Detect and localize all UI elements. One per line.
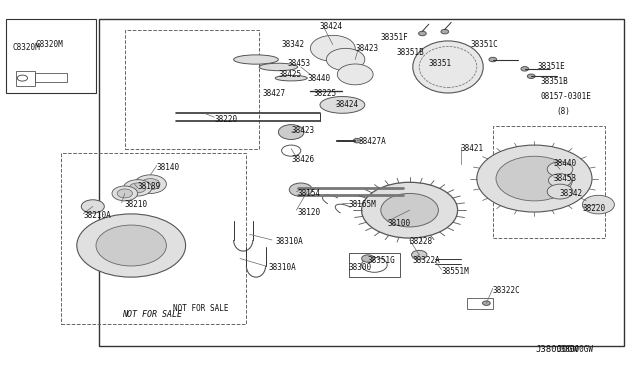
Circle shape bbox=[477, 145, 592, 212]
Circle shape bbox=[134, 175, 166, 193]
Text: 38220: 38220 bbox=[214, 115, 237, 124]
Text: 38351F: 38351F bbox=[381, 33, 408, 42]
Text: 38351C: 38351C bbox=[470, 40, 498, 49]
Circle shape bbox=[362, 182, 458, 238]
Circle shape bbox=[548, 174, 572, 187]
Text: 38453: 38453 bbox=[288, 59, 311, 68]
Circle shape bbox=[483, 301, 490, 305]
Circle shape bbox=[547, 162, 573, 177]
Text: 38310A: 38310A bbox=[269, 263, 296, 272]
Circle shape bbox=[353, 138, 361, 143]
Circle shape bbox=[381, 193, 438, 227]
Text: (8): (8) bbox=[557, 107, 571, 116]
Circle shape bbox=[441, 29, 449, 34]
Text: 38100: 38100 bbox=[387, 219, 410, 228]
Ellipse shape bbox=[320, 97, 365, 113]
Text: 38165M: 38165M bbox=[349, 200, 376, 209]
Circle shape bbox=[547, 184, 573, 199]
Bar bbox=[6, 19, 96, 93]
Text: C8320M: C8320M bbox=[13, 43, 40, 52]
Text: J38000GW: J38000GW bbox=[557, 345, 594, 354]
Text: 38440: 38440 bbox=[307, 74, 330, 83]
Text: 38140: 38140 bbox=[157, 163, 180, 172]
Text: J38000GW: J38000GW bbox=[535, 345, 579, 354]
Text: 38423: 38423 bbox=[355, 44, 378, 53]
Text: 38225: 38225 bbox=[314, 89, 337, 97]
Text: 38210: 38210 bbox=[125, 200, 148, 209]
Bar bbox=[493, 126, 605, 238]
Circle shape bbox=[96, 225, 166, 266]
Bar bbox=[61, 153, 246, 324]
Text: 38440: 38440 bbox=[554, 159, 577, 168]
Text: 38426: 38426 bbox=[291, 155, 314, 164]
Ellipse shape bbox=[275, 75, 307, 81]
Text: 38120: 38120 bbox=[298, 208, 321, 217]
Circle shape bbox=[81, 200, 104, 213]
Text: 38154: 38154 bbox=[298, 189, 321, 198]
Text: 38351: 38351 bbox=[429, 59, 452, 68]
Circle shape bbox=[124, 180, 152, 196]
Circle shape bbox=[278, 125, 304, 140]
Bar bbox=[467, 298, 493, 309]
Text: 08157-0301E: 08157-0301E bbox=[541, 92, 591, 101]
Text: 38228: 38228 bbox=[410, 237, 433, 246]
Text: 38189: 38189 bbox=[138, 182, 161, 190]
Text: 38322A: 38322A bbox=[413, 256, 440, 265]
Text: 38424: 38424 bbox=[336, 100, 359, 109]
Circle shape bbox=[489, 57, 497, 62]
Text: 38342: 38342 bbox=[282, 40, 305, 49]
Circle shape bbox=[289, 183, 312, 196]
Text: 38427: 38427 bbox=[262, 89, 285, 97]
Circle shape bbox=[412, 250, 427, 259]
Circle shape bbox=[141, 179, 160, 190]
Text: 38423: 38423 bbox=[291, 126, 314, 135]
Text: 38351B: 38351B bbox=[541, 77, 568, 86]
Circle shape bbox=[521, 67, 529, 71]
Text: 38424: 38424 bbox=[320, 22, 343, 31]
Circle shape bbox=[496, 156, 573, 201]
Circle shape bbox=[582, 195, 614, 214]
Ellipse shape bbox=[234, 55, 278, 64]
Text: 38322C: 38322C bbox=[493, 286, 520, 295]
Circle shape bbox=[337, 64, 373, 85]
Text: 38427A: 38427A bbox=[358, 137, 386, 146]
Text: C8320M: C8320M bbox=[35, 40, 63, 49]
Circle shape bbox=[112, 186, 138, 201]
Circle shape bbox=[129, 183, 146, 193]
Text: 38342: 38342 bbox=[560, 189, 583, 198]
Text: 38453: 38453 bbox=[554, 174, 577, 183]
Text: 38351B: 38351B bbox=[397, 48, 424, 57]
Text: 38310A: 38310A bbox=[275, 237, 303, 246]
Text: 38551M: 38551M bbox=[442, 267, 469, 276]
Text: 38425: 38425 bbox=[278, 70, 301, 79]
Bar bbox=[35, 73, 67, 82]
Bar bbox=[349, 253, 400, 277]
Text: 38421: 38421 bbox=[461, 144, 484, 153]
Text: NOT FOR SALE: NOT FOR SALE bbox=[122, 310, 182, 319]
Text: 38351E: 38351E bbox=[538, 62, 565, 71]
Text: 38351G: 38351G bbox=[368, 256, 396, 265]
Text: 38300: 38300 bbox=[349, 263, 372, 272]
Circle shape bbox=[310, 35, 355, 61]
Text: 38210A: 38210A bbox=[83, 211, 111, 220]
Ellipse shape bbox=[413, 41, 483, 93]
Ellipse shape bbox=[259, 63, 298, 71]
Text: NOT FOR SALE: NOT FOR SALE bbox=[173, 304, 228, 313]
Circle shape bbox=[117, 189, 132, 198]
Bar bbox=[16, 71, 35, 86]
Circle shape bbox=[419, 31, 426, 36]
Circle shape bbox=[362, 255, 374, 262]
Circle shape bbox=[77, 214, 186, 277]
Circle shape bbox=[326, 48, 365, 71]
Bar bbox=[99, 19, 624, 346]
Bar bbox=[125, 30, 259, 149]
Text: 38220: 38220 bbox=[582, 204, 605, 213]
Circle shape bbox=[527, 74, 535, 78]
